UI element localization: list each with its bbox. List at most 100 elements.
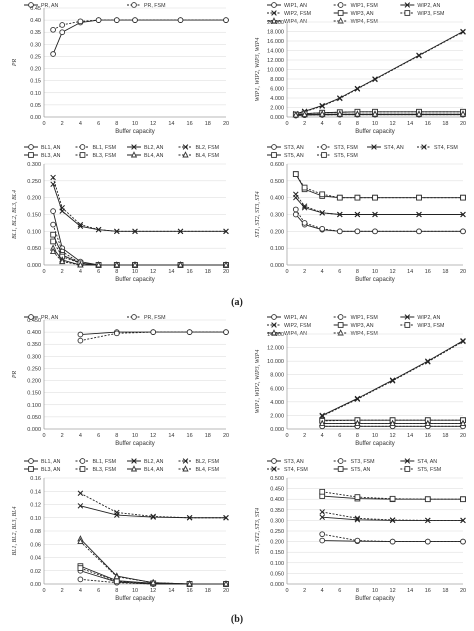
data-point — [372, 228, 378, 235]
series-wip2-an — [319, 338, 466, 419]
x-tick-label: 10 — [372, 121, 378, 127]
series-line — [295, 194, 463, 215]
x-tick-label: 4 — [321, 588, 324, 594]
data-point — [292, 171, 299, 177]
x-tick-label: 6 — [97, 588, 100, 594]
legend-item: BL3, AN — [24, 466, 61, 473]
legend-marker — [337, 466, 344, 472]
data-point — [150, 578, 157, 586]
data-point — [113, 578, 120, 585]
y-tick-label: 0.05 — [30, 103, 41, 109]
data-point — [77, 337, 84, 344]
legend-label: ST4, FSM — [284, 467, 308, 473]
x-tick-label: 0 — [285, 121, 288, 127]
legend-item: PR, FSM — [127, 314, 165, 321]
legend: ST3, AN ST3, FSM ST4, AN ST4, FSM ST5, AN ST5… — [267, 144, 458, 159]
y-tick-label: 0.250 — [27, 366, 41, 372]
data-point — [460, 29, 466, 35]
legend-item: BL2, AN — [127, 144, 164, 151]
legend-marker — [271, 152, 277, 158]
legend-marker — [130, 465, 138, 472]
legend-label: WIP2, AN — [417, 315, 440, 321]
legend-marker — [270, 329, 278, 336]
y-tick-label: 0.30 — [30, 42, 41, 48]
legend-label: BL3, AN — [41, 467, 61, 473]
legend-label: WIP3, FSM — [417, 11, 444, 17]
chart-b1: PR, AN PR, FSM 0.000 0.050 0.100 0.150 0.200 0.… — [12, 314, 229, 447]
y-tick-label: 0.10 — [30, 516, 41, 522]
data-point — [424, 538, 431, 545]
data-point — [371, 110, 379, 117]
legend-marker — [271, 10, 277, 16]
data-point — [77, 331, 84, 338]
data-point — [301, 110, 308, 118]
y-tick-label: 0.350 — [27, 342, 41, 348]
x-tick-label: 20 — [460, 269, 466, 275]
chart-b3: BL1, AN BL1, FSM BL2, AN BL2, FSM BL3, AN BL3… — [11, 458, 230, 602]
legend: BL1, AN BL1, FSM BL2, AN BL2, FSM BL3, AN BL3… — [24, 458, 219, 473]
x-tick-label: 14 — [168, 588, 174, 594]
legend-item: WIP1, AN — [267, 314, 307, 321]
x-tick-label: 4 — [321, 121, 324, 127]
y-tick-label: 0.14 — [30, 489, 41, 495]
legend-item: BL1, FSM — [75, 458, 116, 465]
legend-item: WIP1, FSM — [333, 2, 378, 9]
x-tick-label: 14 — [407, 121, 413, 127]
data-point — [95, 17, 102, 23]
legend-item: BL3, AN — [24, 152, 61, 159]
x-tick-label: 10 — [132, 433, 138, 439]
y-tick-label: 16.000 — [267, 39, 284, 45]
legend-label: PR, FSM — [144, 3, 165, 9]
x-tick-label: 14 — [407, 588, 413, 594]
x-tick-label: 16 — [425, 588, 431, 594]
x-tick-label: 8 — [356, 433, 359, 439]
legend-label: ST3, FSM — [351, 459, 375, 465]
series-st3-an — [292, 211, 466, 235]
legend-label: ST4, AN — [417, 459, 437, 465]
legend-item: ST3, AN — [267, 458, 304, 465]
legend-label: ST5, AN — [351, 467, 371, 473]
series-st4-an — [293, 194, 466, 218]
series-line — [295, 173, 463, 199]
data-point — [389, 495, 396, 502]
x-tick-label: 12 — [390, 588, 396, 594]
data-point — [460, 538, 466, 545]
legend-marker — [321, 144, 327, 150]
data-point — [301, 203, 308, 209]
legend-label: ST4, FSM — [434, 145, 458, 151]
x-tick-label: 18 — [442, 433, 448, 439]
series-st5-fsm — [292, 171, 466, 201]
legend-item: ST4, AN — [367, 144, 404, 151]
legend-label: BL2, AN — [144, 459, 164, 465]
legend-label: ST5, FSM — [334, 153, 358, 159]
legend-marker — [28, 466, 34, 472]
figure-label-a: (a) — [231, 297, 243, 308]
legend-item: WIP3, AN — [333, 322, 374, 329]
series-pr-fsm — [77, 329, 229, 344]
x-tick-label: 18 — [205, 433, 211, 439]
legend-marker — [131, 458, 137, 464]
data-point — [389, 538, 396, 545]
y-tick-label: 6.000 — [270, 87, 284, 93]
legend-label: BL4, AN — [144, 153, 164, 159]
y-tick-label: 4.000 — [270, 400, 284, 406]
data-point — [77, 18, 84, 25]
x-tick-label: 2 — [303, 269, 306, 275]
data-point — [186, 580, 193, 587]
data-point — [223, 329, 229, 335]
legend-label: BL1, AN — [41, 459, 61, 465]
y-tick-label: 0.200 — [270, 540, 284, 546]
x-tick-label: 20 — [223, 269, 229, 275]
legend-label: ST5, AN — [284, 153, 304, 159]
data-point — [301, 220, 308, 226]
data-point — [319, 488, 326, 495]
data-point — [95, 226, 102, 233]
x-tick-label: 16 — [187, 121, 193, 127]
data-point — [460, 517, 466, 524]
x-tick-label: 20 — [460, 588, 466, 594]
y-tick-label: 0.200 — [27, 379, 41, 385]
legend-marker — [337, 329, 344, 336]
y-tick-label: 0.02 — [30, 569, 41, 575]
data-point — [319, 191, 326, 198]
y-tick-label: 0.400 — [27, 330, 41, 336]
